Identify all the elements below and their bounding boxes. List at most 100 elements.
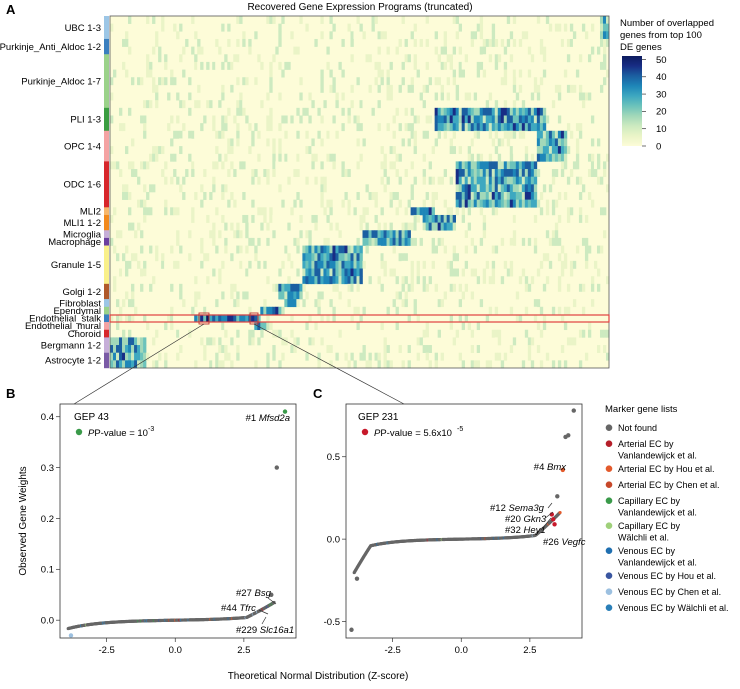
panel-label-c: C [313, 386, 323, 401]
heatmap-cell [386, 306, 390, 315]
heatmap-cell [266, 123, 270, 132]
heatmap-cell [110, 360, 114, 369]
heatmap-cell [545, 230, 550, 239]
heatmap-cell [182, 69, 186, 78]
heatmap-cell [575, 123, 580, 132]
heatmap-cell [143, 161, 147, 170]
heatmap-cell [467, 199, 472, 208]
heatmap-cell [518, 276, 523, 285]
heatmap-cell [308, 222, 312, 231]
heatmap-cell [182, 192, 186, 200]
heatmap-cell [542, 61, 547, 70]
heatmap-cell [524, 329, 529, 338]
heatmap-cell [293, 46, 297, 55]
heatmap-cell [317, 46, 321, 55]
heatmap-cell [344, 268, 348, 277]
heatmap-cell [158, 46, 162, 55]
heatmap-cell [230, 253, 234, 262]
heatmap-cell [572, 329, 577, 338]
heatmap-cell [113, 337, 117, 346]
heatmap-cell [140, 360, 144, 369]
heatmap-cell [425, 222, 429, 231]
heatmap-cell [428, 276, 432, 285]
heatmap-cell [305, 253, 309, 262]
heatmap-cell [542, 146, 547, 155]
heatmap-cell [461, 360, 466, 369]
heatmap-cell [458, 69, 463, 78]
row-group-color [104, 237, 109, 246]
heatmap-cell [329, 276, 333, 285]
heatmap-cell [536, 169, 541, 177]
heatmap-cell [425, 322, 429, 331]
heatmap-cell [194, 299, 198, 308]
heatmap-cell [416, 260, 420, 269]
heatmap-cell [512, 123, 517, 132]
heatmap-cell [509, 306, 514, 315]
heatmap-cell [404, 276, 408, 285]
heatmap-cell [539, 38, 544, 47]
heatmap-cell [497, 169, 502, 177]
panel-c-gep: GEP 231 [358, 412, 399, 423]
heatmap-cell [488, 92, 493, 101]
qq-point [558, 510, 562, 515]
heatmap-cell [221, 322, 225, 331]
heatmap-cell [152, 360, 156, 369]
heatmap-cell [431, 222, 435, 231]
heatmap-cell [251, 169, 255, 177]
heatmap-cell [314, 214, 318, 223]
heatmap-cell [245, 77, 249, 86]
legend-label: Vanlandewijck et al. [618, 558, 697, 568]
heatmap-cell [398, 268, 402, 277]
heatmap-cell [125, 260, 129, 269]
heatmap-cell [248, 214, 252, 223]
heatmap-cell [122, 360, 126, 369]
heatmap-cell [443, 38, 447, 47]
heatmap-cell [479, 46, 484, 55]
heatmap-cell [365, 230, 369, 239]
heatmap-cell [407, 54, 411, 63]
heatmap-cell [452, 123, 456, 132]
gene-annotation: #26 Vegfc [543, 537, 586, 548]
heatmap-row-label: OPC 1-4 [64, 141, 101, 152]
heatmap-cell [401, 92, 405, 101]
heatmap-cell [362, 31, 366, 40]
heatmap-cell [122, 253, 126, 262]
heatmap-cell [281, 69, 285, 78]
heatmap-cell [422, 153, 426, 162]
legend-label: Venous EC by Wälchli et al. [618, 603, 729, 613]
heatmap-cell [395, 46, 399, 55]
heatmap-cell [605, 184, 610, 193]
heatmap-cell [338, 237, 342, 246]
heatmap-cell [230, 138, 234, 147]
heatmap-cell [353, 115, 357, 124]
heatmap-cell [218, 230, 222, 239]
heatmap-cell [356, 268, 360, 277]
heatmap-cell [272, 345, 276, 353]
heatmap-cell [356, 260, 360, 269]
heatmap-cell [470, 169, 475, 177]
x-tick-label: -2.5 [384, 645, 400, 656]
panel-c-annotations: #4 Bmx#12 Sema3g#20 Gkn3#32 Hey1#26 Vegf… [490, 462, 586, 548]
heatmap-cell [332, 268, 336, 277]
heatmap-cell [470, 115, 475, 124]
heatmap-cell [386, 176, 390, 185]
heatmap-cell [554, 107, 559, 116]
heatmap-cell [290, 299, 294, 308]
heatmap-cell [563, 23, 568, 32]
heatmap-cell [152, 138, 156, 147]
heatmap-cell [560, 260, 565, 269]
heatmap-cell [365, 222, 369, 231]
heatmap-cell [164, 77, 168, 86]
heatmap-cell [521, 176, 526, 185]
heatmap-cell [374, 192, 378, 200]
heatmap-cell [143, 199, 147, 208]
heatmap-cell [575, 153, 580, 162]
heatmap-cell [236, 38, 240, 47]
heatmap-cell [356, 115, 360, 124]
heatmap-cell [476, 115, 481, 124]
heatmap-cell [200, 46, 204, 55]
heatmap-cell [581, 283, 586, 292]
heatmap-cell [191, 245, 195, 254]
heatmap-cell [308, 92, 312, 101]
heatmap-cell [524, 176, 529, 185]
